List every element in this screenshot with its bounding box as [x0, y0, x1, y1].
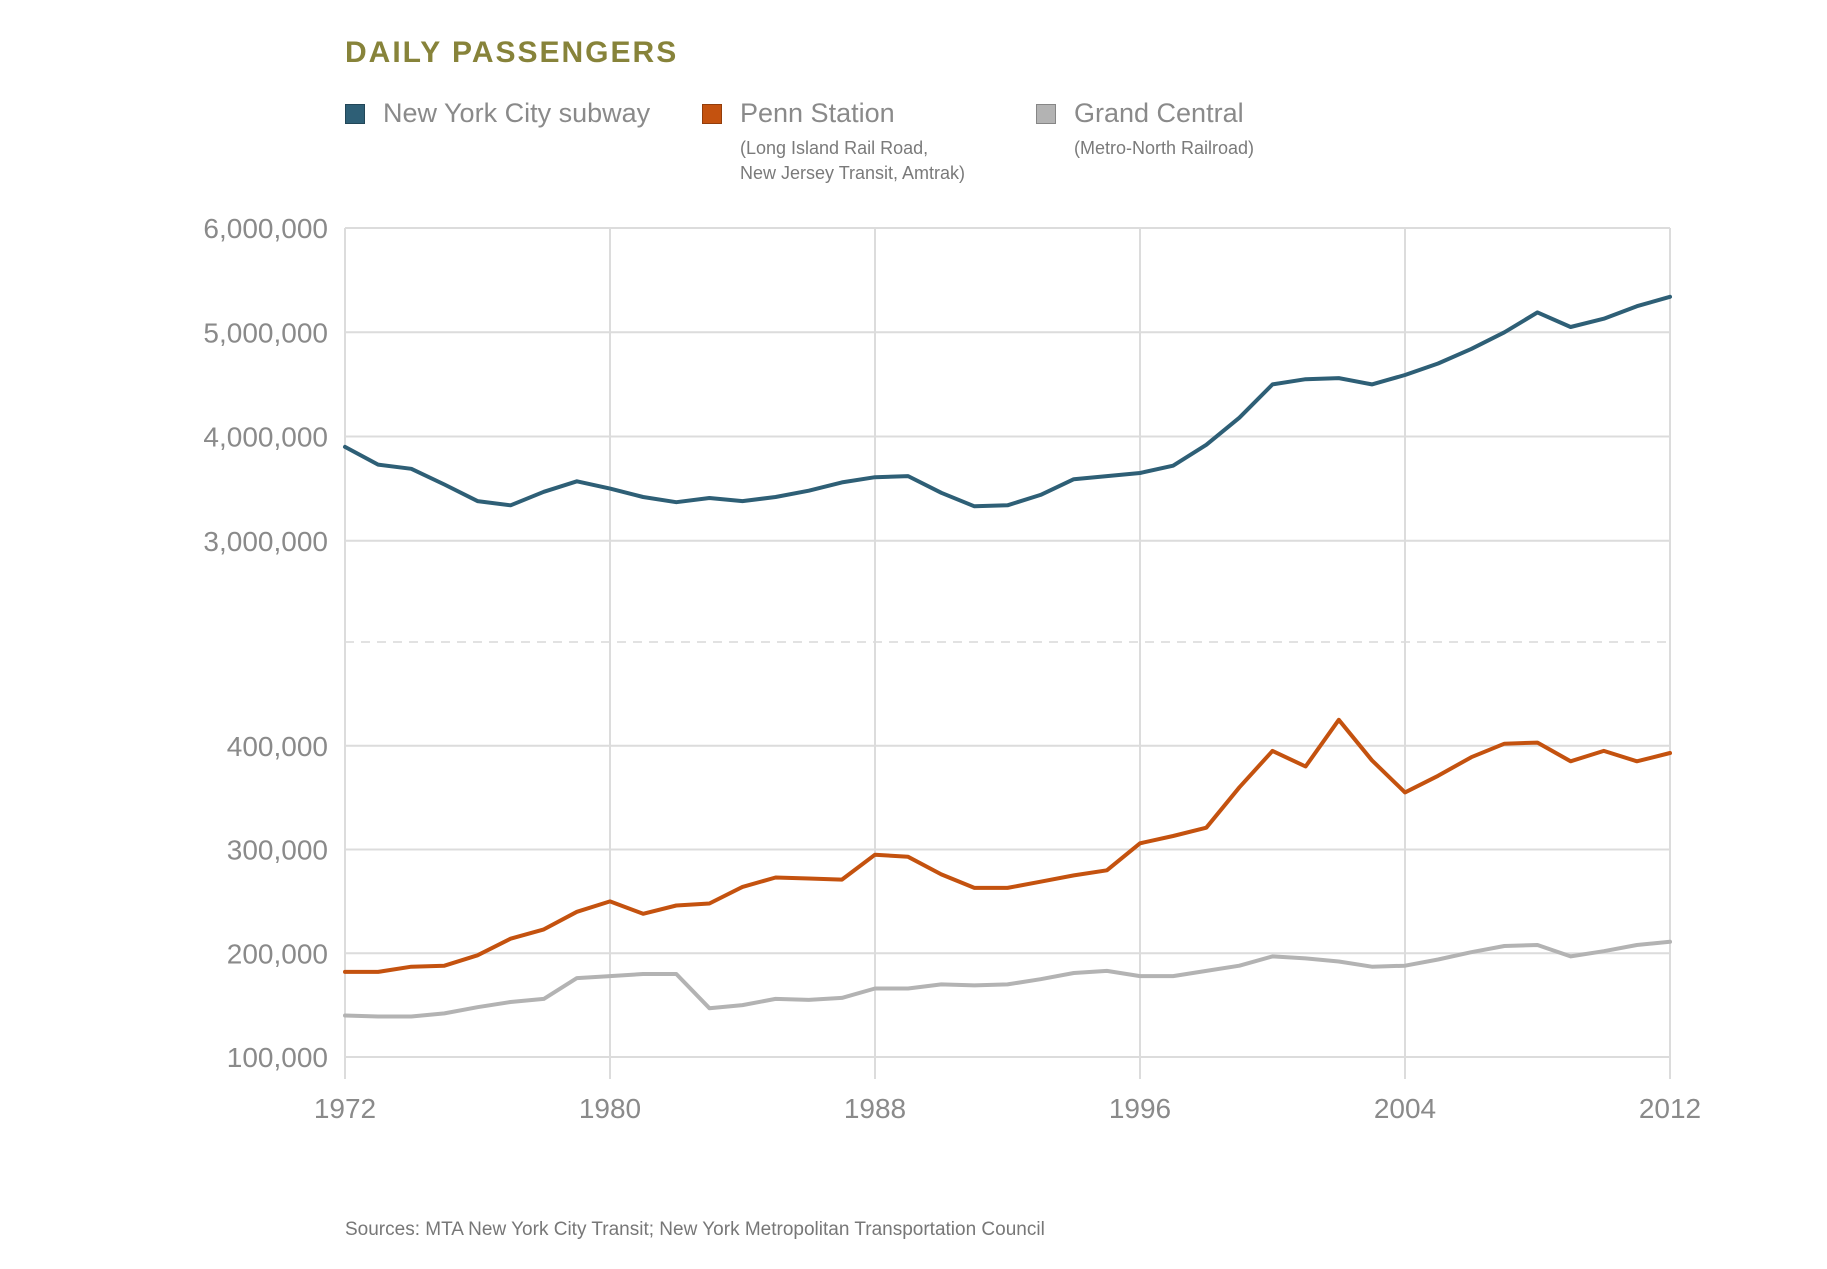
y-tick-label: 300,000	[227, 835, 328, 866]
x-tick-label: 2012	[1639, 1093, 1701, 1124]
y-tick-label: 200,000	[227, 938, 328, 969]
chart-title: DAILY PASSENGERS	[345, 36, 679, 69]
y-tick-label: 400,000	[227, 731, 328, 762]
legend-label-penn-station: Penn Station	[740, 98, 895, 128]
legend-swatch-grand-central	[1036, 104, 1056, 124]
y-tick-label: 4,000,000	[203, 422, 328, 453]
legend-note-grand-central: (Metro-North Railroad)	[1074, 138, 1255, 158]
y-tick-label: 6,000,000	[203, 213, 328, 244]
legend-swatch-penn-station	[702, 104, 722, 124]
series-line-subway	[343, 294, 1672, 509]
series-line-penn-station	[343, 717, 1672, 974]
x-tick-label: 1980	[579, 1093, 641, 1124]
y-tick-label: 5,000,000	[203, 317, 328, 348]
source-note: Sources: MTA New York City Transit; New …	[345, 1219, 1045, 1240]
y-tick-label: 100,000	[227, 1042, 328, 1073]
legend-swatch-subway	[345, 104, 365, 124]
series-line-grand-central	[343, 939, 1672, 1019]
legend-note-penn-station: (Long Island Rail Road, New Jersey Trans…	[740, 138, 966, 183]
x-tick-label: 1996	[1109, 1093, 1171, 1124]
legend-label-subway: New York City subway	[383, 98, 651, 128]
x-tick-label: 1972	[314, 1093, 376, 1124]
x-tick-label: 1988	[844, 1093, 906, 1124]
y-tick-label: 3,000,000	[203, 526, 328, 557]
legend-label-grand-central: Grand Central	[1074, 98, 1244, 128]
x-tick-label: 2004	[1374, 1093, 1436, 1124]
